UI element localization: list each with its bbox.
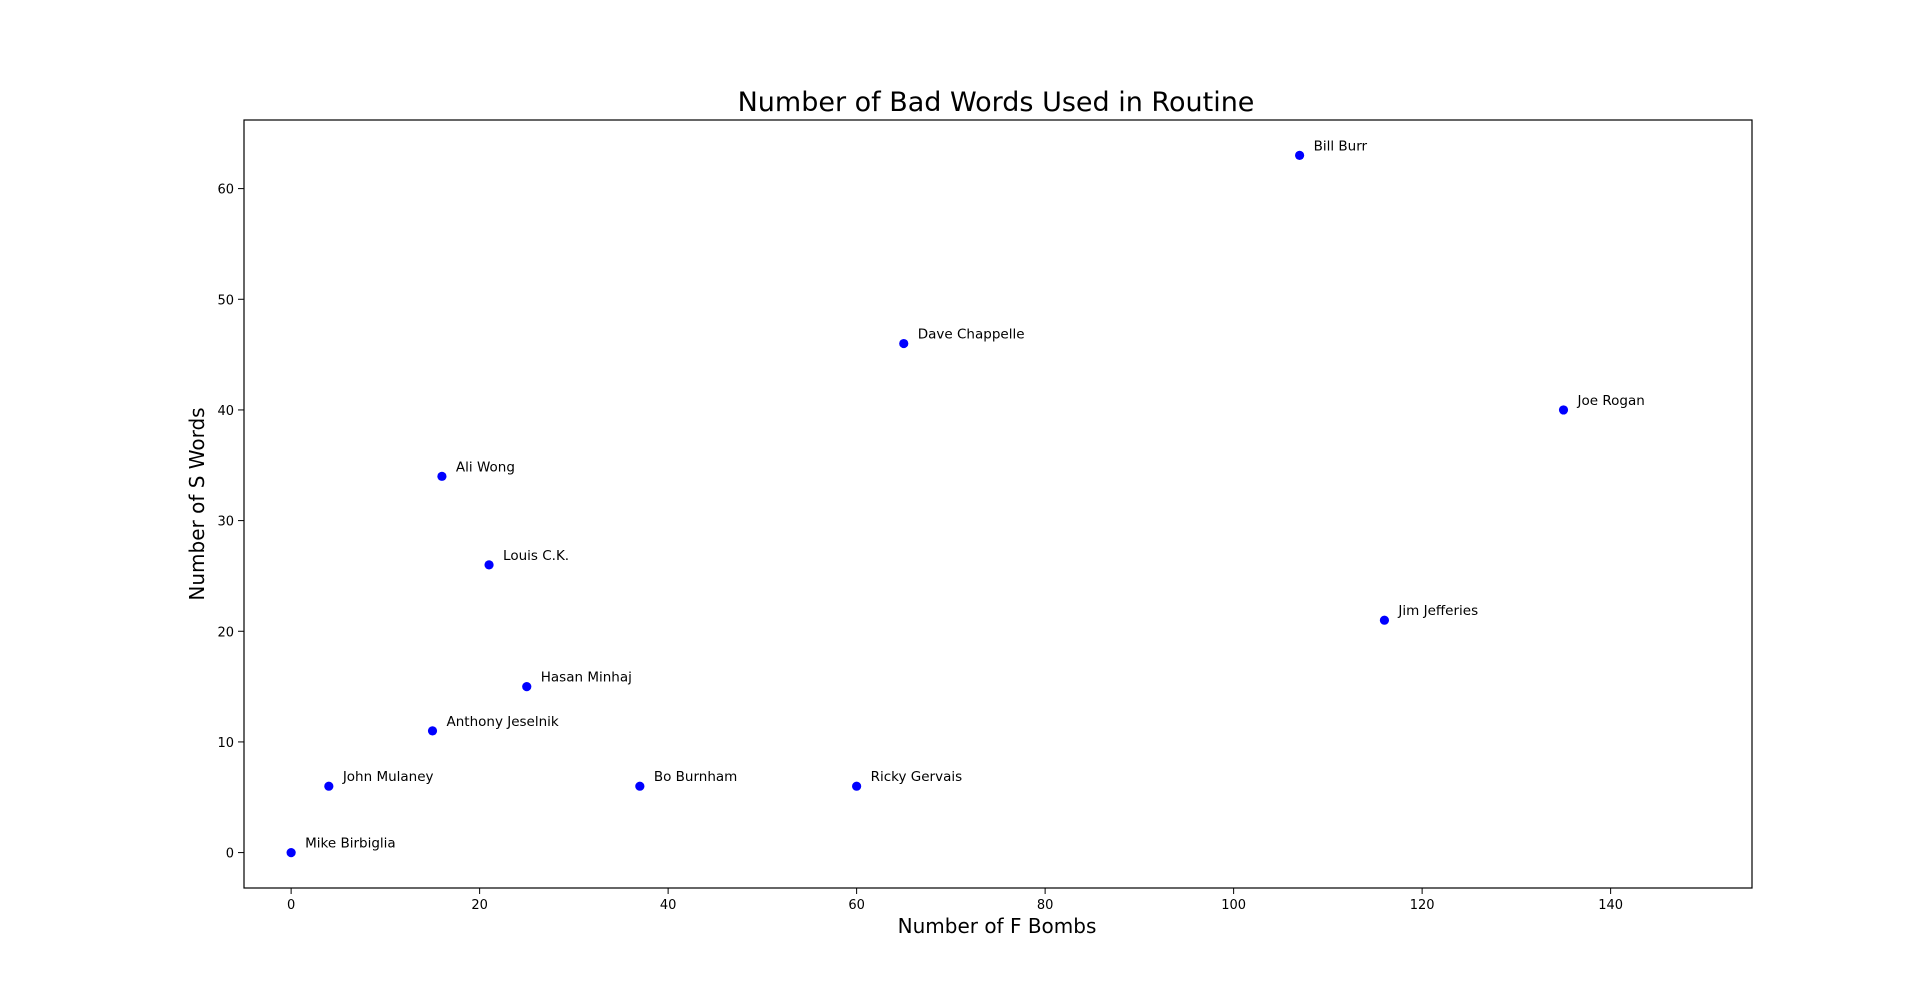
y-tick-label: 0: [226, 847, 234, 862]
x-tick-label: 0: [287, 898, 295, 913]
x-tick-label: 20: [471, 898, 488, 913]
data-point-label: John Mulaney: [342, 769, 434, 785]
y-axis-title: Number of S Words: [185, 407, 209, 600]
y-tick-label: 20: [217, 625, 234, 640]
y-axis: 0 10 20 30 40 50 60: [217, 183, 244, 862]
x-axis: 0 20 40 60 80 100 120 140: [287, 888, 1623, 913]
data-point: [427, 726, 438, 736]
data-point: [899, 338, 909, 349]
y-tick-label: 60: [217, 183, 234, 198]
data-points: Bill Burr Dave Chappelle Joe Rogan Ali Wong…: [286, 138, 1645, 858]
plot-area-frame: [243, 119, 1753, 889]
data-point: [635, 781, 645, 791]
data-point: [324, 781, 334, 791]
chart-title: Number of Bad Words Used in Routine: [738, 87, 1255, 118]
data-point-label: Hasan Minhaj: [541, 670, 632, 686]
data-point: [1379, 615, 1390, 625]
data-point: [484, 560, 494, 570]
data-point: [522, 681, 532, 692]
y-tick-label: 40: [217, 404, 234, 419]
x-tick-label: 140: [1598, 898, 1623, 913]
data-point: [437, 471, 447, 481]
x-tick-label: 40: [660, 898, 677, 913]
data-point-label: Joe Rogan: [1577, 393, 1645, 409]
data-point-label: Ricky Gervais: [871, 769, 963, 785]
data-point-label: Ali Wong: [456, 459, 515, 475]
data-point: [1558, 405, 1569, 415]
x-tick-label: 120: [1410, 898, 1435, 913]
x-axis-title: Number of F Bombs: [898, 914, 1097, 938]
x-tick-label: 60: [848, 898, 865, 913]
data-point-label: Anthony Jeselnik: [447, 714, 559, 730]
data-point-label: Dave Chappelle: [918, 327, 1025, 343]
data-point-label: Bo Burnham: [654, 769, 737, 785]
data-point-label: Mike Birbiglia: [305, 836, 396, 852]
data-point: [1295, 150, 1305, 161]
data-point-label: Bill Burr: [1314, 138, 1368, 154]
data-point: [852, 781, 862, 791]
x-tick-label: 100: [1221, 898, 1246, 913]
data-point-label: Jim Jefferies: [1397, 603, 1478, 619]
x-tick-label: 80: [1037, 898, 1054, 913]
y-tick-label: 10: [217, 736, 234, 751]
data-point-label: Louis C.K.: [503, 548, 569, 564]
y-tick-label: 50: [217, 293, 234, 308]
y-tick-label: 30: [217, 515, 234, 530]
data-point: [286, 847, 296, 858]
